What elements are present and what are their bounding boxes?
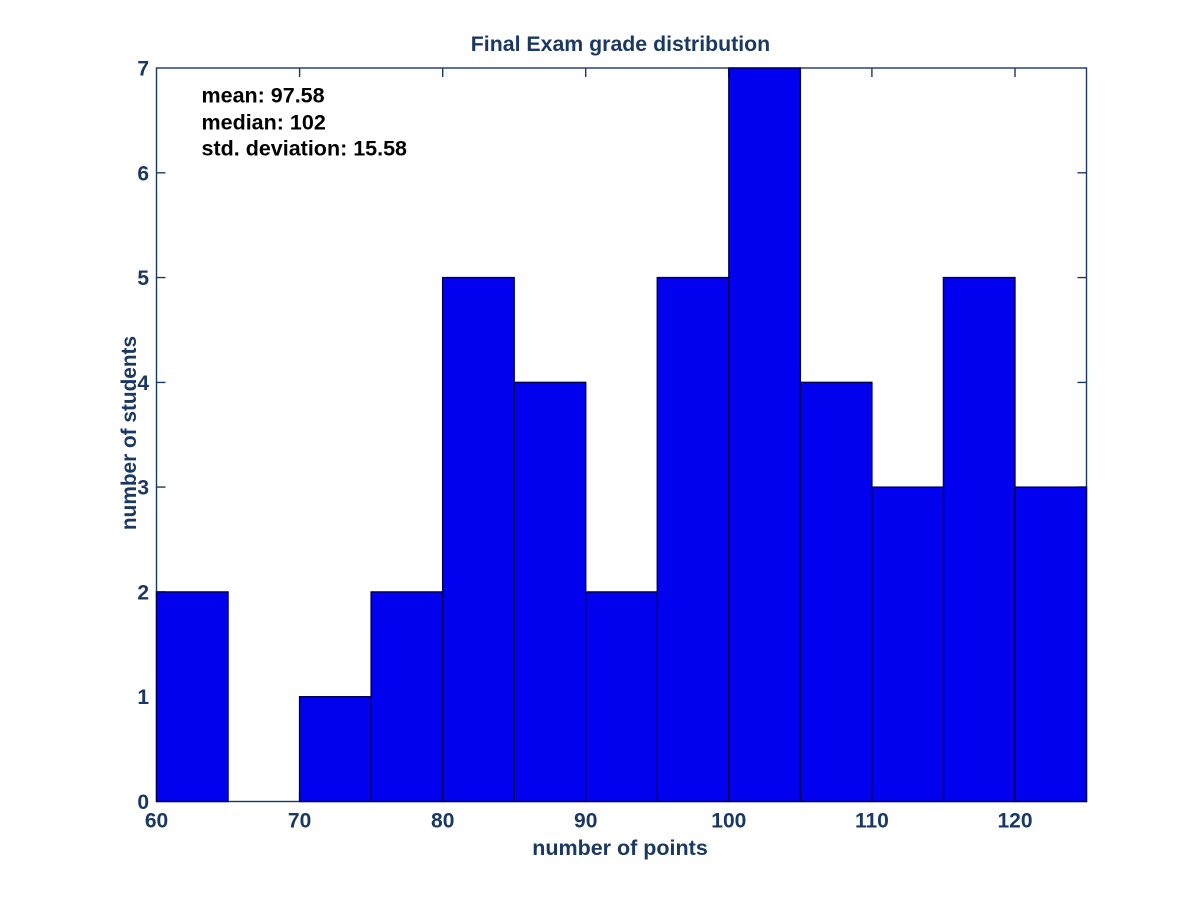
svg-text:110: 110 bbox=[855, 810, 889, 833]
svg-text:60: 60 bbox=[145, 810, 168, 833]
svg-text:mean: 97.58: mean: 97.58 bbox=[202, 84, 325, 108]
svg-text:90: 90 bbox=[574, 810, 597, 833]
svg-text:4: 4 bbox=[137, 372, 149, 395]
svg-text:6: 6 bbox=[137, 162, 149, 185]
svg-text:std. deviation: 15.58: std. deviation: 15.58 bbox=[202, 137, 408, 161]
svg-text:120: 120 bbox=[997, 810, 1032, 833]
svg-text:3: 3 bbox=[137, 477, 149, 500]
svg-text:2: 2 bbox=[137, 581, 149, 604]
svg-text:0: 0 bbox=[137, 791, 149, 814]
svg-text:Final Exam grade distribution: Final Exam grade distribution bbox=[471, 32, 770, 56]
svg-text:median: 102: median: 102 bbox=[202, 111, 326, 135]
svg-text:100: 100 bbox=[711, 810, 746, 833]
svg-text:80: 80 bbox=[431, 810, 454, 833]
svg-text:number of points: number of points bbox=[532, 836, 708, 860]
svg-text:number of students: number of students bbox=[118, 336, 141, 530]
svg-text:1: 1 bbox=[137, 686, 149, 709]
svg-text:70: 70 bbox=[288, 810, 311, 833]
svg-text:5: 5 bbox=[137, 267, 149, 290]
svg-text:7: 7 bbox=[137, 58, 149, 81]
